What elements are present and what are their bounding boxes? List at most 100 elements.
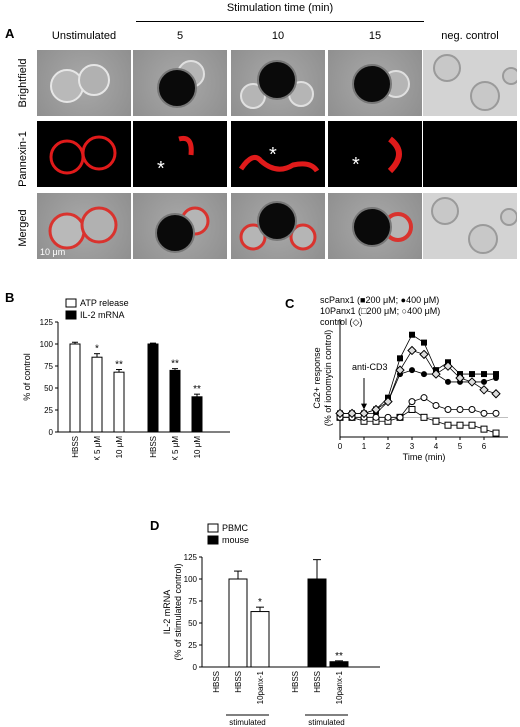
chart-c-point bbox=[395, 365, 405, 375]
chart-c-point bbox=[397, 355, 403, 362]
chart-c-point bbox=[409, 367, 415, 374]
micrograph-merged-15 bbox=[328, 193, 422, 259]
chart-c-point bbox=[383, 396, 393, 407]
micrograph-pannexin-neg-control bbox=[423, 121, 517, 187]
chart-c-xlabel: Time (min) bbox=[403, 452, 446, 462]
chart-c-point bbox=[421, 339, 427, 346]
chart-c-point bbox=[372, 413, 380, 421]
chart-d-ytick-label: 125 bbox=[184, 553, 198, 562]
chart-c-point bbox=[492, 429, 500, 437]
chart-c-point bbox=[491, 389, 501, 399]
micrograph-pannexin-15: * bbox=[328, 121, 422, 187]
chart-c-legend-line: control (◇) bbox=[320, 317, 362, 327]
chart-c-point bbox=[493, 375, 499, 381]
scale-bar-label: 10 μm bbox=[40, 247, 66, 257]
panel-c-letter: C bbox=[285, 296, 295, 311]
chart-c-point bbox=[408, 405, 416, 413]
chart-c-point bbox=[396, 413, 404, 421]
chart-c-point bbox=[419, 349, 429, 360]
chart-d-ytick-label: 50 bbox=[188, 619, 197, 628]
chart-b-ylabel: % of control bbox=[22, 353, 32, 401]
chart-c-point bbox=[431, 369, 441, 379]
chart-c-point bbox=[468, 421, 476, 429]
chart-b-ytick-label: 100 bbox=[40, 340, 54, 349]
chart-d-legend-swatch bbox=[207, 523, 219, 533]
chart-b-significance: ** bbox=[171, 359, 179, 370]
row-label-merged: Merged bbox=[17, 209, 29, 247]
chart-c-point bbox=[444, 421, 452, 429]
chart-c-point bbox=[444, 405, 452, 413]
chart-c-ylabel-2: (% of ionomycin control) bbox=[323, 330, 333, 427]
chart-c-point bbox=[443, 361, 453, 371]
chart-b: 0 25 50 75 100 125 % of control HBSS CBX 5 μM * CB… bbox=[22, 298, 230, 460]
chart-c-point bbox=[455, 373, 465, 383]
micrograph-brightfield-10 bbox=[231, 50, 325, 116]
chart-c-point bbox=[467, 377, 477, 387]
chart-c-annotation: anti-CD3 bbox=[352, 362, 388, 372]
chart-b-bar bbox=[191, 396, 203, 433]
chart-d-legend-label: mouse bbox=[222, 535, 249, 545]
chart-d-xtick-label: HBSS bbox=[291, 671, 300, 693]
chart-b-bar bbox=[147, 343, 159, 433]
micrograph-brightfield-neg-control bbox=[423, 50, 517, 116]
chart-d-legend-label: PBMC bbox=[222, 523, 249, 533]
chart-c-point bbox=[407, 345, 417, 356]
panel-a-letter: A bbox=[5, 26, 15, 41]
chart-b-ytick-label: 25 bbox=[44, 406, 53, 415]
chart-b-ytick-label: 75 bbox=[44, 362, 53, 371]
micrograph-merged-unstimulated: 10 μm bbox=[37, 193, 131, 259]
chart-b-bar bbox=[113, 371, 125, 433]
chart-b-xtick-label: HBSS bbox=[149, 436, 158, 458]
chart-c-legend-line: scPanx1 (■200 μM; ●400 μM) bbox=[320, 295, 439, 305]
chart-b-xtick-label: CBX 5 μM bbox=[93, 436, 102, 460]
chart-c-point bbox=[479, 385, 489, 395]
col-label-5: 5 bbox=[176, 30, 184, 42]
col-label-15: 15 bbox=[368, 30, 382, 42]
asterisk-marker-5: * bbox=[157, 158, 165, 180]
chart-d-xtick-label: HBSS bbox=[212, 671, 221, 693]
col-label-10: 10 bbox=[271, 30, 285, 42]
chart-c-arrowhead bbox=[361, 403, 367, 410]
micrograph-brightfield-unstimulated bbox=[37, 50, 131, 116]
chart-d-xtick-label: 10panx-1 bbox=[335, 670, 344, 704]
chart-b-ytick-label: 125 bbox=[40, 318, 54, 327]
chart-d-bar bbox=[329, 661, 349, 668]
chart-c-point bbox=[421, 371, 427, 378]
chart-d-group-label: stimulated bbox=[308, 718, 344, 727]
chart-c-point bbox=[371, 404, 381, 415]
chart-c-point bbox=[481, 371, 487, 378]
chart-d-ytick-label: 75 bbox=[188, 597, 197, 606]
chart-c-point bbox=[445, 378, 451, 385]
chart-c-point bbox=[456, 405, 464, 413]
chart-b-xtick-label: CBX 10 μM bbox=[193, 436, 202, 460]
chart-b-legend-label: IL-2 mRNA bbox=[80, 310, 125, 320]
chart-c-legend-line: 10Panx1 (□200 μM; ○400 μM) bbox=[320, 306, 440, 316]
chart-d-ytick-label: 25 bbox=[188, 641, 197, 650]
chart-d-group-label: stimulated bbox=[229, 718, 265, 727]
chart-d-significance: * bbox=[258, 597, 262, 608]
chart-b-legend-swatch bbox=[65, 310, 77, 320]
chart-c-xtick-label: 5 bbox=[458, 442, 463, 451]
chart-d-bar bbox=[228, 578, 248, 668]
micrograph-brightfield-15 bbox=[328, 50, 422, 116]
chart-b-significance: * bbox=[95, 344, 99, 355]
chart-b-xtick-label: CBX 10 μM bbox=[115, 436, 124, 460]
chart-c-point bbox=[480, 409, 488, 417]
chart-d-xtick-label: HBSS bbox=[313, 671, 322, 693]
chart-c-point bbox=[493, 371, 499, 378]
chart-c-point bbox=[492, 409, 500, 417]
chart-c-xtick-label: 0 bbox=[338, 442, 343, 451]
micrograph-pannexin-5: * bbox=[133, 121, 227, 187]
chart-c-point bbox=[408, 398, 416, 406]
panel-d-letter: D bbox=[150, 518, 160, 533]
chart-c-point bbox=[420, 413, 428, 421]
chart-d-xtick-label: 10panx-1 bbox=[256, 670, 265, 704]
chart-b-xtick-label: CBX 5 μM bbox=[171, 436, 180, 460]
chart-c-xtick-label: 6 bbox=[482, 442, 487, 451]
chart-c-point bbox=[456, 421, 464, 429]
chart-d-bar bbox=[307, 578, 327, 668]
micrograph-merged-neg-control bbox=[423, 193, 517, 259]
chart-c-point bbox=[359, 408, 369, 419]
chart-d: 0 25 50 75 100 125 IL-2 mRNA (% of stimulated c… bbox=[162, 523, 380, 727]
chart-b-significance: ** bbox=[193, 384, 201, 395]
